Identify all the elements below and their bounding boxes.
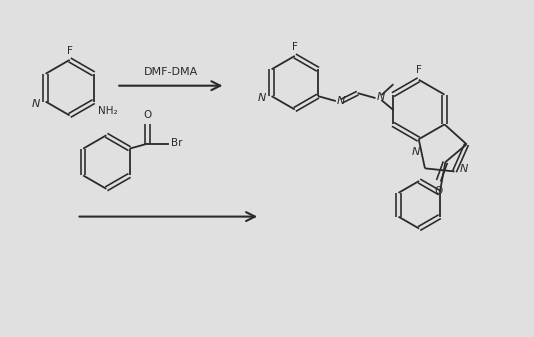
Text: N: N <box>257 93 265 103</box>
Text: N: N <box>32 98 40 109</box>
Text: N: N <box>412 147 420 157</box>
Text: Br: Br <box>171 138 183 148</box>
Text: O: O <box>143 110 152 120</box>
Text: N: N <box>337 96 345 106</box>
Text: N: N <box>459 164 468 175</box>
Text: F: F <box>292 42 298 52</box>
Text: F: F <box>67 46 73 56</box>
Text: O: O <box>435 186 443 196</box>
Text: DMF-DMA: DMF-DMA <box>144 67 198 77</box>
Text: NH₂: NH₂ <box>98 105 117 116</box>
Text: F: F <box>416 65 422 75</box>
Text: N: N <box>376 92 385 102</box>
